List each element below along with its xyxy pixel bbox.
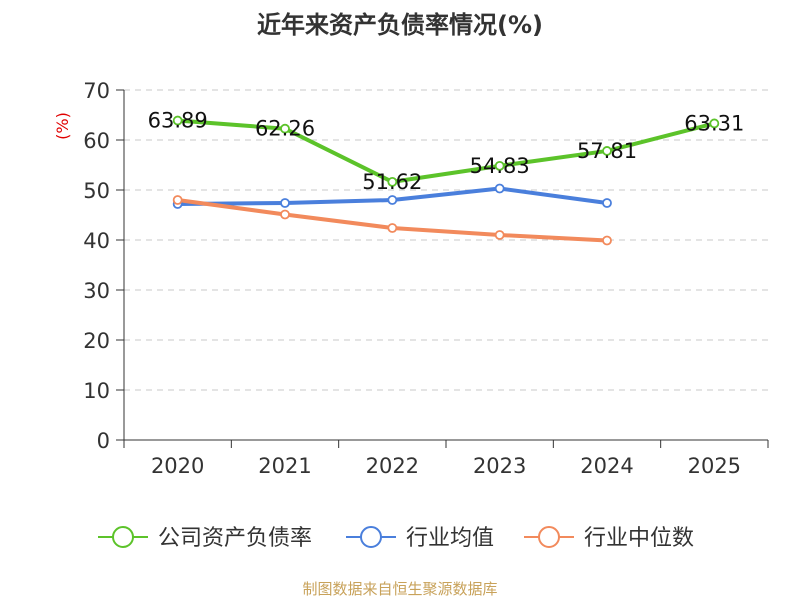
- data-point: [602, 146, 612, 156]
- x-tick-label: 2025: [688, 454, 741, 478]
- legend-marker: [360, 526, 382, 548]
- data-label: 54.83: [470, 154, 530, 178]
- y-tick-label: 20: [83, 329, 110, 353]
- data-point: [494, 230, 505, 240]
- data-point: [387, 176, 398, 187]
- axes: 0 10 20 30 40 50 60 70 2020 2021 2022 2023 2024 2025: [83, 79, 769, 478]
- data-point: [602, 235, 612, 246]
- x-tick-label: 2024: [580, 454, 633, 478]
- data-label: 62.26: [255, 117, 315, 141]
- data-labels: 63.89 62.26 51.62 54.83 57.81 63.31: [148, 109, 745, 194]
- data-point: [280, 198, 290, 208]
- legend-marker: [538, 526, 560, 548]
- data-label: 63.31: [684, 111, 744, 135]
- data-point: [494, 160, 505, 171]
- data-point: [172, 195, 183, 205]
- data-point: [387, 223, 398, 233]
- data-point: [387, 195, 398, 205]
- gridlines: [124, 89, 768, 391]
- data-point: [172, 115, 183, 126]
- y-tick-label: 70: [83, 79, 110, 103]
- legend-label: 公司资产负债率: [158, 526, 312, 551]
- y-tick-label: 0: [97, 429, 110, 453]
- data-point: [280, 209, 290, 220]
- data-point: [709, 118, 720, 129]
- series-line: [175, 198, 609, 243]
- data-point: [602, 198, 612, 208]
- data-source-note: 制图数据来自恒生聚源数据库: [302, 580, 497, 598]
- x-tick-label: 2022: [366, 454, 419, 478]
- y-tick-label: 50: [83, 179, 110, 203]
- data-label: 57.81: [577, 139, 637, 163]
- data-point: [494, 183, 505, 194]
- y-axis-unit-label: (%): [53, 112, 72, 140]
- series-line: [175, 118, 717, 184]
- y-tick-label: 10: [83, 379, 110, 403]
- legend-label: 行业均值: [406, 526, 494, 551]
- x-tick-label: 2020: [151, 454, 204, 478]
- y-tick-label: 30: [83, 279, 110, 303]
- y-tick-label: 60: [83, 129, 110, 153]
- x-tick-label: 2023: [473, 454, 526, 478]
- y-tick-label: 40: [83, 229, 110, 253]
- data-point: [280, 123, 290, 134]
- data-label: 51.62: [362, 170, 422, 194]
- legend: 公司资产负债率 行业均值 行业中位数: [98, 526, 694, 551]
- legend-marker: [112, 526, 134, 548]
- x-tick-label: 2021: [258, 454, 311, 478]
- data-label: 63.89: [148, 109, 208, 133]
- series-points: [172, 115, 720, 246]
- legend-label: 行业中位数: [584, 526, 694, 551]
- chart-title: 近年来资产负债率情况(%): [257, 11, 543, 39]
